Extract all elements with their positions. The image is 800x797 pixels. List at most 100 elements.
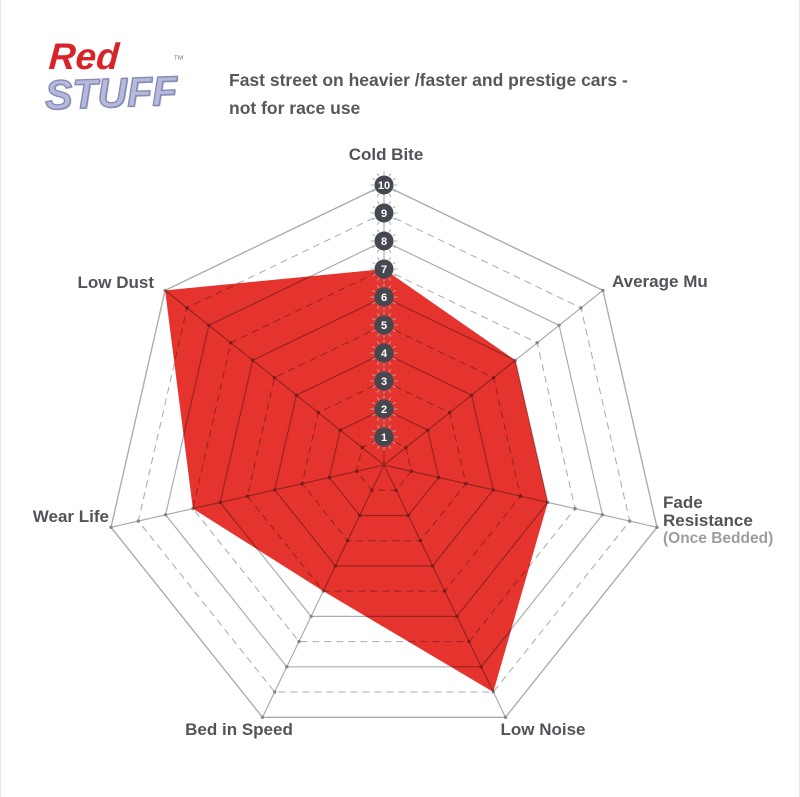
scale-badge-serration	[392, 189, 396, 193]
scale-badge-serration	[372, 441, 376, 445]
redstuff-logo: Red stuff ™	[44, 34, 195, 139]
axis-tick-dot	[573, 506, 577, 511]
scale-badge-serration	[392, 385, 396, 389]
scale-badge-serration	[392, 301, 396, 305]
axis-tick-dot	[579, 306, 583, 310]
scale-badge-serration	[372, 205, 376, 209]
scale-badge-serration	[392, 217, 396, 221]
scale-badge-serration	[372, 245, 376, 249]
scale-badge-serration	[388, 201, 392, 205]
scale-badge-serration	[372, 317, 376, 321]
scale-badge-serration	[392, 317, 396, 321]
scale-badge-number: 4	[381, 348, 388, 360]
scale-badge-number: 9	[381, 208, 387, 220]
scale-badge-serration	[376, 417, 380, 421]
scale-badge-serration	[392, 329, 396, 333]
scale-badge-serration	[376, 277, 380, 281]
scale-badge-serration	[388, 341, 392, 345]
scale-badge-serration	[376, 341, 380, 345]
scale-badge-serration	[388, 249, 392, 253]
scale-badge-serration	[376, 313, 380, 317]
scale-badge-serration	[372, 401, 376, 405]
scale-badge-serration	[372, 345, 376, 349]
axis-label-average-mu: Average Mu	[612, 272, 708, 291]
scale-badge-serration	[376, 389, 380, 393]
scale-badge-serration	[372, 261, 376, 265]
scale-badge-serration	[376, 445, 380, 449]
scale-badge-serration	[376, 249, 380, 253]
scale-badge-serration	[392, 373, 396, 377]
scale-badge-serration	[392, 177, 396, 181]
scale-badge-serration	[388, 417, 392, 421]
scale-badge-serration	[376, 361, 380, 365]
scale-badge	[374, 231, 394, 251]
scale-badge-serration	[372, 373, 376, 377]
scale-badge-serration	[376, 305, 380, 309]
scale-badge-serration	[372, 189, 376, 193]
axis-label-fade-resistance: Fade Resistance (Once Bedded)	[663, 494, 773, 548]
scale-badge-serration	[392, 441, 396, 445]
scale-badge-number: 2	[381, 404, 387, 416]
scale-badge-serration	[392, 245, 396, 249]
scale-badge-number: 3	[381, 376, 387, 388]
scale-badge-serration	[392, 401, 396, 405]
scale-badge-serration	[372, 233, 376, 237]
scale-badge-serration	[392, 429, 396, 433]
scale-badge-serration	[388, 173, 392, 177]
scale-badge	[374, 287, 394, 307]
scale-badge-serration	[376, 201, 380, 205]
axis-label-low-noise: Low Noise	[500, 720, 586, 739]
scale-badge	[374, 259, 394, 279]
axis-tick-dot	[503, 715, 508, 719]
scale-badge-number: 10	[378, 180, 390, 192]
scale-badge-serration	[392, 413, 396, 417]
axis-tick-dot	[557, 323, 561, 327]
axis-tick-dot	[109, 525, 113, 529]
axis-tick-dot	[297, 639, 301, 644]
axis-tick-dot	[260, 715, 265, 719]
scale-badge-serration	[376, 257, 380, 261]
fade-label-line-1: Fade	[663, 493, 703, 512]
scale-badge-serration	[388, 229, 392, 233]
scale-badge-serration	[388, 389, 392, 393]
scale-badge-serration	[376, 333, 380, 337]
scale-badge-serration	[372, 217, 376, 221]
axis-tick-dot	[600, 513, 605, 517]
scale-badge-serration	[388, 257, 392, 261]
scale-badge	[374, 343, 394, 363]
scale-badge-serration	[372, 413, 376, 417]
scale-badge-serration	[372, 429, 376, 433]
scale-badge	[374, 175, 394, 195]
scale-badge-serration	[372, 289, 376, 293]
scale-badge-serration	[392, 345, 396, 349]
scale-badge-serration	[376, 285, 380, 289]
scale-badge-serration	[392, 233, 396, 237]
scale-badge-serration	[372, 329, 376, 333]
scale-badge-number: 7	[381, 264, 387, 276]
scale-badge-number: 1	[381, 432, 387, 444]
scale-badge-serration	[376, 397, 380, 401]
scale-badge-serration	[388, 285, 392, 289]
axis-label-cold-bite: Cold Bite	[348, 145, 424, 164]
scale-badge-serration	[388, 369, 392, 373]
axis-label-wear-life: Wear Life	[32, 507, 109, 526]
scale-badge-serration	[388, 361, 392, 365]
tagline-line-1: Fast street on heavier /faster and prest…	[229, 70, 628, 90]
scale-badge-serration	[376, 173, 380, 177]
scale-badge-serration	[388, 445, 392, 449]
axis-tick-dot	[136, 519, 140, 523]
scale-badge-serration	[372, 301, 376, 305]
scale-badge-serration	[388, 221, 392, 225]
scale-badge-serration	[376, 193, 380, 197]
scale-badge-serration	[392, 289, 396, 293]
scale-badge-serration	[392, 205, 396, 209]
axis-tick-dot	[601, 288, 605, 293]
scale-badge	[374, 203, 394, 223]
scale-badge	[374, 427, 394, 447]
axis-tick-dot	[628, 519, 632, 523]
radar-grid-ring	[192, 268, 576, 643]
data-polygon	[165, 269, 548, 692]
axis-tick-dot	[535, 341, 539, 345]
